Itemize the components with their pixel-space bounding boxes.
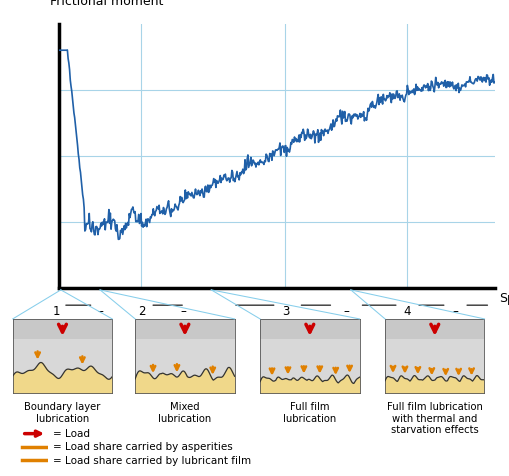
Text: Boundary layer
lubrication: Boundary layer lubrication: [24, 402, 100, 424]
Text: 2: 2: [137, 305, 145, 318]
Text: Full film lubrication
with thermal and
starvation effects: Full film lubrication with thermal and s…: [386, 402, 482, 436]
Text: = Load share carried by lubricant film: = Load share carried by lubricant film: [52, 456, 250, 466]
Bar: [384, 319, 484, 339]
Bar: [135, 319, 234, 339]
Bar: [13, 319, 112, 339]
Text: Speed: Speed: [498, 292, 509, 305]
Text: = Load: = Load: [52, 429, 90, 439]
Text: 4: 4: [403, 305, 410, 318]
Text: –: –: [97, 305, 103, 318]
Text: 3: 3: [281, 305, 289, 318]
Text: 1: 1: [52, 305, 60, 318]
Text: –: –: [451, 305, 458, 318]
Text: Full film
lubrication: Full film lubrication: [282, 402, 335, 424]
Text: Mixed
lubrication: Mixed lubrication: [158, 402, 211, 424]
Text: Frictional moment: Frictional moment: [50, 0, 163, 8]
Text: –: –: [180, 305, 185, 318]
Text: = Load share carried by asperities: = Load share carried by asperities: [52, 442, 232, 453]
Text: –: –: [343, 305, 349, 318]
Bar: [260, 319, 359, 339]
